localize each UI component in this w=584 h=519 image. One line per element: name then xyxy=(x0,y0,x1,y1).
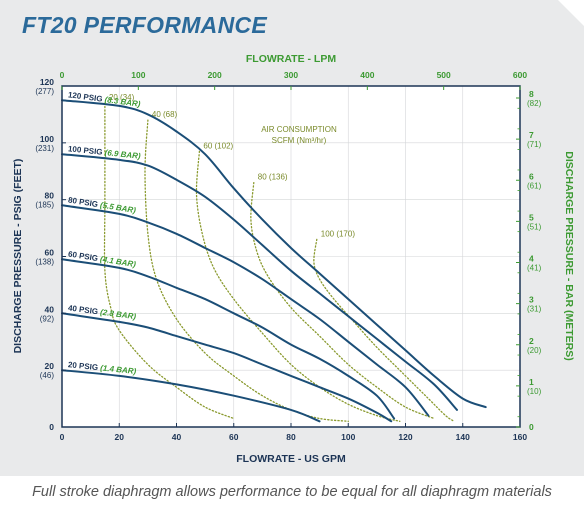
x2-tick-label: 600 xyxy=(513,70,527,80)
x2-axis-title: FLOWRATE - LPM xyxy=(246,53,336,65)
x-tick-label: 20 xyxy=(115,432,125,442)
y-tick-label: 0 xyxy=(49,422,54,432)
air-consumption-curve xyxy=(103,102,235,420)
y2-tick-label: 1 xyxy=(529,377,534,387)
y2-tick-label: 5 xyxy=(529,212,534,222)
page-corner-fold xyxy=(558,0,584,26)
y-tick-label: 40 xyxy=(45,304,55,314)
y2-tick-label: 6 xyxy=(529,171,534,181)
pressure-curve-label-psig: 100 PSIG xyxy=(68,144,106,157)
y-axis-title: DISCHARGE PRESSURE - PSIG (FEET) xyxy=(12,159,24,354)
y2-tick-label: 0 xyxy=(529,422,534,432)
y2-tick-sublabel: (20) xyxy=(527,346,542,355)
x2-tick-label: 200 xyxy=(208,70,222,80)
y2-tick-label: 4 xyxy=(529,254,534,264)
y-tick-label: 100 xyxy=(40,134,54,144)
x-tick-label: 160 xyxy=(513,432,527,442)
x2-tick-label: 100 xyxy=(131,70,145,80)
pressure-curve-label-psig: 20 PSIG xyxy=(68,360,101,372)
pressure-curve xyxy=(61,258,396,420)
x2-tick-label: 0 xyxy=(60,70,65,80)
y-tick-label: 80 xyxy=(45,191,55,201)
y-tick-sublabel: (185) xyxy=(35,201,54,210)
air-consumption-label: 80 (136) xyxy=(258,173,288,182)
x-tick-label: 60 xyxy=(229,432,239,442)
y-tick-sublabel: (277) xyxy=(35,87,54,96)
pressure-curve-label-bar: (1.4 BAR) xyxy=(100,363,137,376)
chart-title: FT20 PERFORMANCE xyxy=(22,12,268,38)
grid-lines xyxy=(62,86,520,427)
y-tick-sublabel: (92) xyxy=(40,314,55,323)
x-tick-label: 80 xyxy=(286,432,296,442)
y-tick-label: 20 xyxy=(45,361,55,371)
x2-tick-label: 400 xyxy=(360,70,374,80)
x2-tick-label: 300 xyxy=(284,70,298,80)
x-tick-label: 40 xyxy=(172,432,182,442)
y2-tick-label: 8 xyxy=(529,89,534,99)
chart-caption: Full stroke diaphragm allows performance… xyxy=(32,484,552,500)
pressure-curve xyxy=(61,369,321,423)
air-consumption-curves: 20 (34) 40 (68) 60 (102) 80 (136) 100 (170) xyxy=(103,93,455,422)
pressure-curve-label: 100 PSIG (6.9 BAR) xyxy=(68,144,142,161)
y-tick-sublabel: (46) xyxy=(40,371,55,380)
air-consumption-label: 40 (68) xyxy=(152,110,178,119)
performance-chart: 20 (34)40 (68)60 (102)80 (136)100 (170) … xyxy=(12,53,575,465)
y2-tick-sublabel: (71) xyxy=(527,140,542,149)
air-consumption-curve xyxy=(250,181,435,420)
y-tick-label: 120 xyxy=(40,77,54,87)
air-consumption-title-line1: AIR CONSUMPTION xyxy=(261,125,337,134)
x-tick-label: 0 xyxy=(60,432,65,442)
x2-tick-label: 500 xyxy=(437,70,451,80)
y2-tick-sublabel: (82) xyxy=(527,99,542,108)
pressure-curve-label-psig: 40 PSIG xyxy=(67,303,100,316)
y2-tick-label: 3 xyxy=(529,295,534,305)
y2-tick-sublabel: (41) xyxy=(527,264,542,273)
pressure-curve-label: 20 PSIG (1.4 BAR) xyxy=(68,360,137,376)
air-consumption-curve xyxy=(195,150,401,422)
x-tick-label: 120 xyxy=(398,432,412,442)
x-tick-label: 100 xyxy=(341,432,355,442)
y2-tick-label: 7 xyxy=(529,130,534,140)
air-consumption-title-line2: SCFM (Nm³/hr) xyxy=(272,136,327,145)
pressure-curve xyxy=(61,204,430,417)
y-tick-sublabel: (138) xyxy=(35,258,54,267)
y-tick-label: 60 xyxy=(45,248,55,258)
air-consumption-label: 20 (34) xyxy=(109,93,135,102)
pressure-curve xyxy=(61,312,393,423)
y2-tick-label: 2 xyxy=(529,336,534,346)
y2-tick-sublabel: (51) xyxy=(527,222,542,231)
pressure-curve xyxy=(61,99,487,409)
pressure-curve xyxy=(61,153,458,411)
y2-tick-sublabel: (61) xyxy=(527,181,542,190)
pressure-curve-label-bar: (6.9 BAR) xyxy=(104,148,141,161)
air-consumption-label: 100 (170) xyxy=(321,229,356,238)
y2-axis-title: DISCHARGE PRESSURE - BAR (METERS) xyxy=(563,151,575,360)
air-consumption-label: 60 (102) xyxy=(203,141,233,150)
y-tick-sublabel: (231) xyxy=(35,144,54,153)
x-tick-label: 140 xyxy=(456,432,470,442)
y2-tick-sublabel: (10) xyxy=(527,387,542,396)
x-axis-title: FLOWRATE - US GPM xyxy=(236,453,346,465)
y2-tick-sublabel: (31) xyxy=(527,305,542,314)
